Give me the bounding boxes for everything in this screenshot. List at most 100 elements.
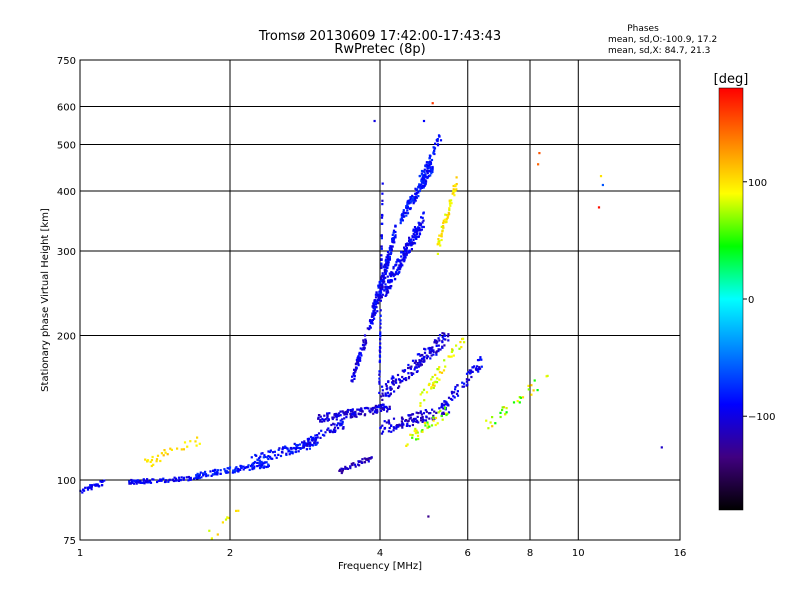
data-point xyxy=(394,235,397,238)
data-point xyxy=(162,454,165,457)
data-point xyxy=(410,373,413,376)
data-point xyxy=(408,424,411,428)
data-point xyxy=(370,315,373,318)
data-point xyxy=(402,215,405,218)
colorbar-tick-label: 0 xyxy=(748,295,754,306)
data-point xyxy=(379,350,382,354)
data-point xyxy=(344,410,347,414)
data-point xyxy=(364,338,367,341)
data-point xyxy=(407,377,410,380)
data-point xyxy=(394,273,397,276)
data-point xyxy=(440,405,443,408)
data-point xyxy=(259,463,262,466)
data-point xyxy=(430,158,434,162)
data-point xyxy=(235,466,238,469)
data-point xyxy=(423,355,426,359)
data-point xyxy=(357,460,360,463)
x-tick-label: 6 xyxy=(465,548,471,559)
data-point xyxy=(430,378,433,381)
data-point xyxy=(366,327,369,330)
data-point xyxy=(436,243,439,246)
data-point xyxy=(536,389,539,392)
data-point xyxy=(196,436,199,439)
data-point xyxy=(400,255,403,258)
data-point xyxy=(379,280,383,283)
data-point xyxy=(380,276,383,279)
data-point xyxy=(205,475,208,478)
data-point xyxy=(396,373,400,377)
data-point xyxy=(400,216,403,219)
data-point xyxy=(394,234,397,237)
data-point xyxy=(269,455,272,458)
data-point xyxy=(434,416,438,420)
data-point xyxy=(379,296,382,299)
data-point xyxy=(400,251,403,254)
data-point xyxy=(146,478,149,481)
data-point xyxy=(406,422,409,426)
data-point xyxy=(386,255,389,258)
data-point xyxy=(406,443,409,446)
data-point xyxy=(428,164,431,167)
data-point xyxy=(393,427,396,430)
data-point xyxy=(408,249,411,252)
data-point xyxy=(414,199,417,202)
data-point xyxy=(371,322,374,325)
colorbar-label: [deg] xyxy=(714,72,749,87)
data-point xyxy=(146,479,149,482)
data-point xyxy=(435,411,438,414)
data-point xyxy=(388,272,391,275)
data-point xyxy=(317,432,321,435)
data-point xyxy=(88,486,91,489)
data-point xyxy=(387,279,390,282)
data-point xyxy=(379,314,382,317)
data-point xyxy=(207,474,210,477)
data-point xyxy=(202,474,205,477)
data-point xyxy=(212,469,215,472)
data-point xyxy=(440,403,443,406)
data-point xyxy=(196,477,199,480)
data-point xyxy=(326,412,329,415)
data-point xyxy=(396,273,399,276)
data-point xyxy=(395,270,398,273)
data-point xyxy=(401,426,404,429)
data-point xyxy=(362,339,365,342)
data-point xyxy=(452,395,455,398)
data-point xyxy=(332,422,335,425)
data-point xyxy=(415,366,418,369)
data-point xyxy=(364,343,367,346)
data-point xyxy=(252,466,255,470)
data-point xyxy=(340,467,343,470)
data-point xyxy=(419,186,422,189)
data-point xyxy=(378,355,382,358)
data-point xyxy=(433,147,437,150)
data-point xyxy=(395,260,398,264)
phase-colorbar xyxy=(718,87,744,511)
data-point xyxy=(297,450,300,453)
data-point xyxy=(381,288,384,291)
data-point xyxy=(420,169,424,173)
data-point xyxy=(352,462,355,465)
data-point xyxy=(234,467,237,470)
data-point xyxy=(390,424,393,427)
data-point xyxy=(446,402,449,405)
data-point xyxy=(155,460,158,463)
data-point xyxy=(404,244,408,247)
data-point xyxy=(349,465,352,468)
data-point xyxy=(379,333,382,336)
data-point xyxy=(305,448,308,451)
data-point xyxy=(436,140,439,143)
data-point xyxy=(405,248,408,251)
data-point xyxy=(392,417,396,420)
data-point xyxy=(425,410,428,413)
y-axis-label: Stationary phase Virtual Height [km] xyxy=(40,208,51,392)
data-point xyxy=(427,355,430,358)
data-point xyxy=(144,458,147,461)
data-point xyxy=(386,387,389,390)
data-point xyxy=(403,246,406,249)
data-point xyxy=(386,257,390,261)
data-point xyxy=(448,208,451,212)
data-point xyxy=(338,422,341,425)
data-point xyxy=(302,442,305,445)
data-point xyxy=(435,342,438,345)
data-point xyxy=(465,380,468,383)
